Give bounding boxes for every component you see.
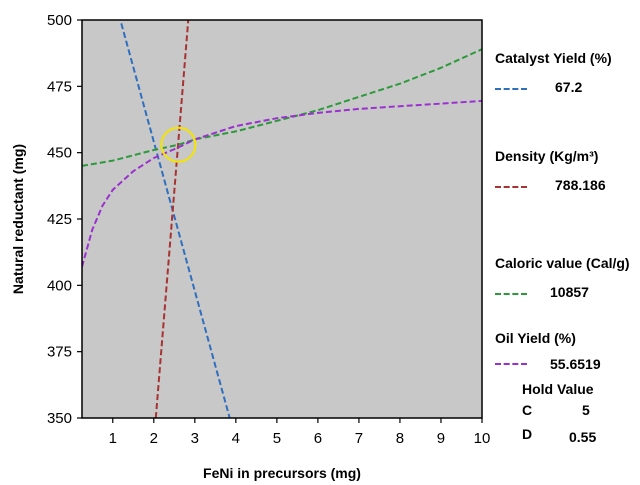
legend-swatch-oil-yield xyxy=(495,363,527,365)
legend-value-caloric-value: 10857 xyxy=(550,284,589,300)
legend-value-oil-yield: 55.6519 xyxy=(550,356,601,372)
x-tick-label: 2 xyxy=(150,430,158,447)
y-tick-label: 500 xyxy=(47,12,72,29)
x-tick-label: 5 xyxy=(273,430,281,447)
legend-title-oil-yield: Oil Yield (%) xyxy=(495,330,576,346)
series-line-1 xyxy=(154,20,190,418)
hold-value-title: Hold Value xyxy=(522,381,594,397)
y-tick-label: 425 xyxy=(47,211,72,228)
x-tick-label: 3 xyxy=(191,430,199,447)
hold-label-d: D xyxy=(522,426,533,442)
x-tick-label: 9 xyxy=(437,430,445,447)
ticks-layer: 1 2 3 4 5 6 7 8 9 10 350 375 400 425 450 475 500 xyxy=(47,12,490,447)
legend-title-caloric-value: Caloric value (Cal/g) xyxy=(495,255,630,271)
plot-area xyxy=(82,20,482,418)
x-tick-label: 8 xyxy=(396,430,404,447)
y-tick-label: 400 xyxy=(47,277,72,294)
x-tick-label: 6 xyxy=(314,430,322,447)
legend-swatch-caloric-value xyxy=(495,293,527,295)
x-tick-label: 1 xyxy=(109,430,117,447)
legend-swatch-catalyst-yield xyxy=(495,88,527,90)
legend-value-catalyst-yield: 67.2 xyxy=(555,79,583,95)
x-tick-label: 7 xyxy=(355,430,363,447)
y-axis-label: Natural reductant (mg) xyxy=(10,144,26,294)
series-line-2 xyxy=(82,48,482,167)
x-tick-label: 4 xyxy=(232,430,240,447)
y-tick-label: 350 xyxy=(47,410,72,427)
x-axis-label: FeNi in precursors (mg) xyxy=(203,465,361,481)
hold-value-c: 5 xyxy=(582,402,590,418)
y-tick-label: 450 xyxy=(47,145,72,162)
legend-title-catalyst-yield: Catalyst Yield (%) xyxy=(495,50,612,66)
legend-title-density: Density (Kg/m³) xyxy=(495,148,599,164)
x-tick-label: 10 xyxy=(474,430,491,447)
series-line-0 xyxy=(119,20,231,418)
legend: Catalyst Yield (%) 67.2 Density (Kg/m³) … xyxy=(490,0,640,485)
legend-swatch-density xyxy=(495,186,527,188)
y-tick-label: 375 xyxy=(47,344,72,361)
optimum-point-marker xyxy=(160,126,197,163)
hold-value-d: 0.55 xyxy=(569,429,597,445)
hold-label-c: C xyxy=(522,402,533,418)
legend-value-density: 788.186 xyxy=(555,177,606,193)
y-tick-label: 475 xyxy=(47,78,72,95)
